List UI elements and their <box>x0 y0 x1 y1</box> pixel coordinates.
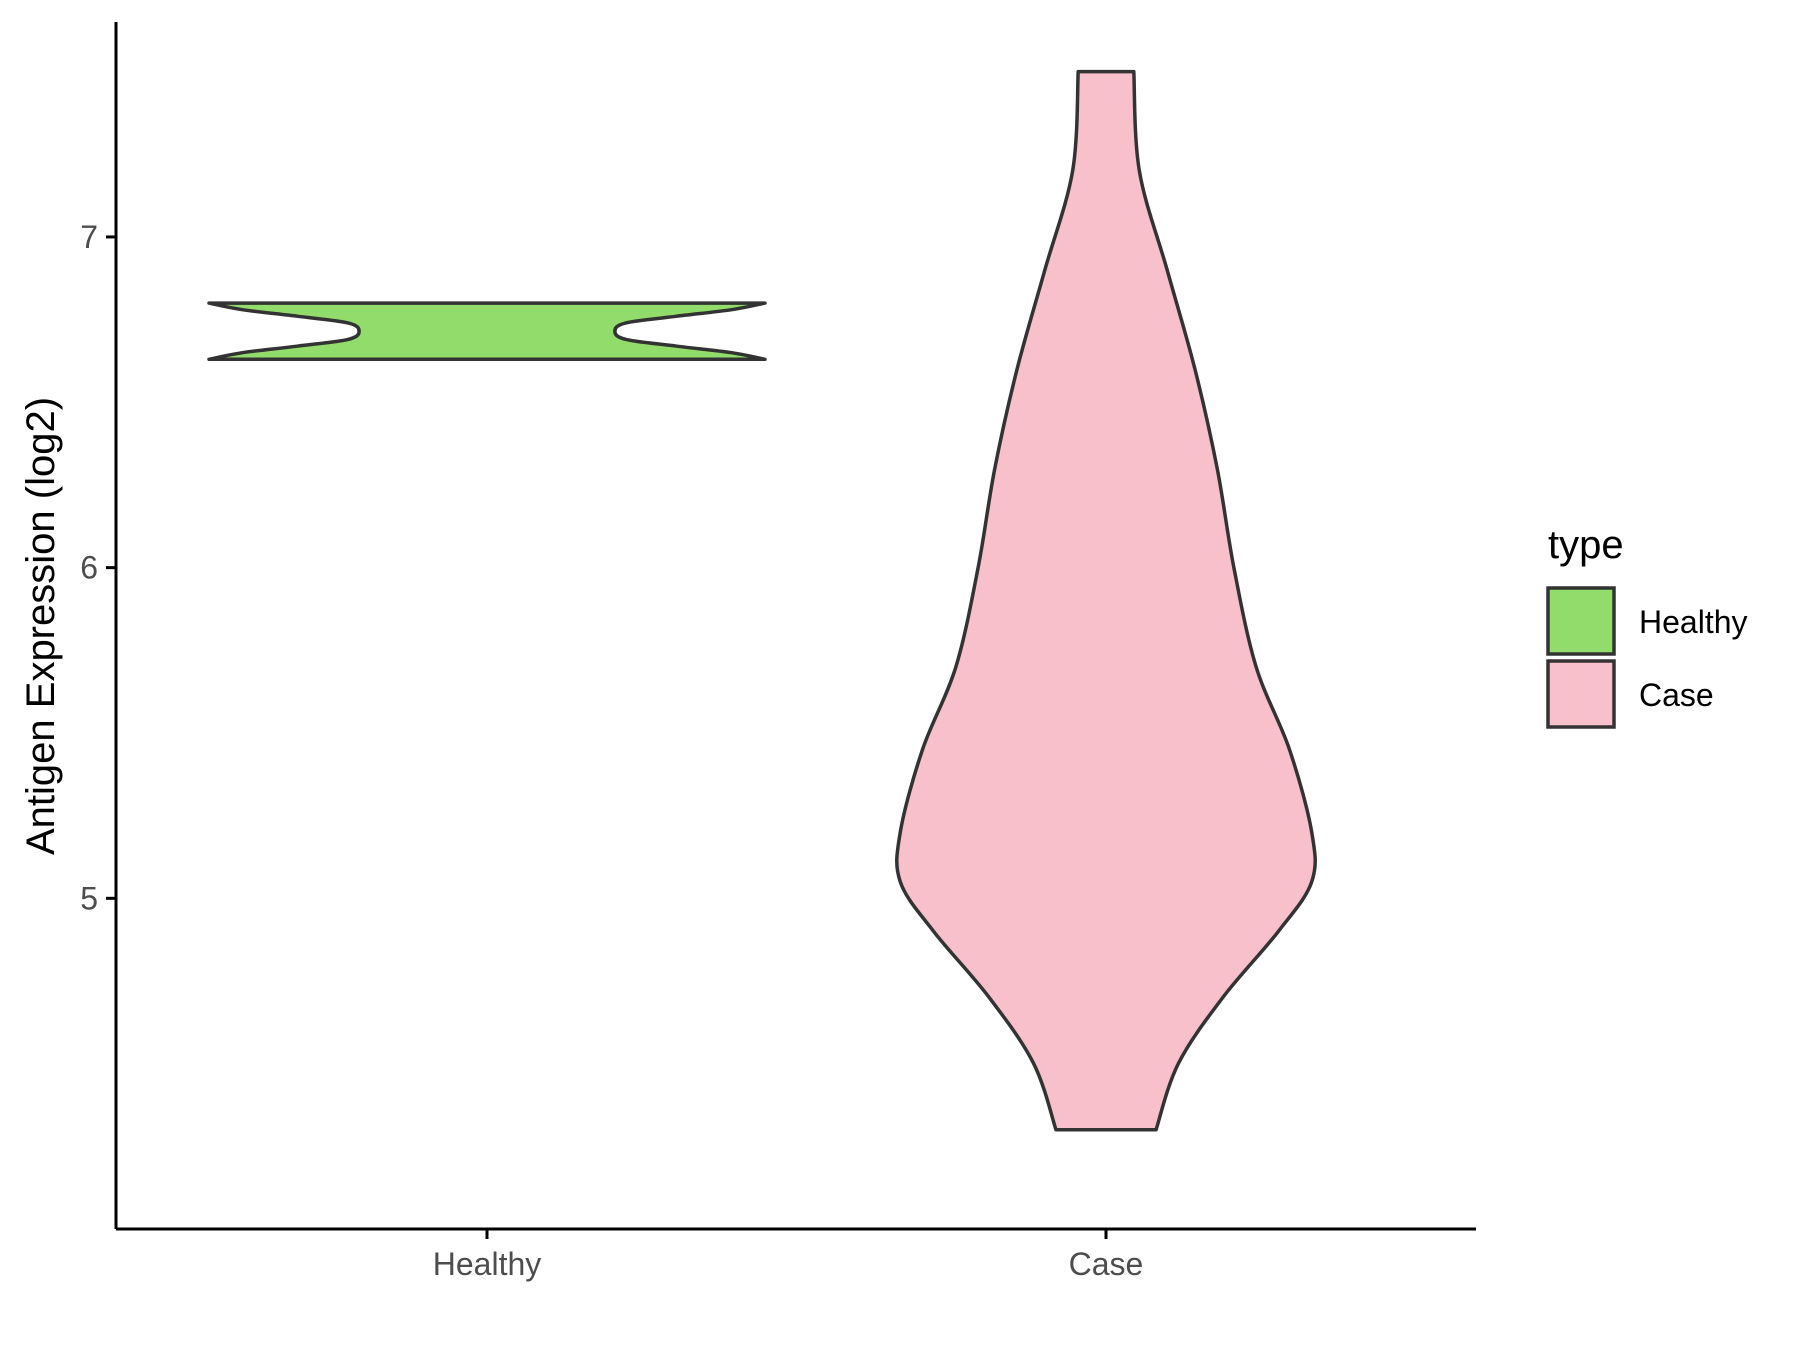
x-tick-label: Healthy <box>433 1246 542 1282</box>
violin-layer <box>207 69 1317 1132</box>
legend-entries: Healthy Case <box>1546 586 1748 729</box>
violin-healthy <box>207 301 767 362</box>
y-tick-label: 7 <box>80 219 98 255</box>
x-ticks: Healthy Case <box>433 1229 1144 1282</box>
legend: type Healthy Case <box>1546 523 1748 729</box>
legend-key-healthy <box>1546 586 1616 656</box>
legend-key-case <box>1546 659 1616 729</box>
x-tick-label: Case <box>1069 1246 1144 1282</box>
legend-title: type <box>1548 523 1624 567</box>
y-ticks: 5 6 7 <box>80 219 116 916</box>
y-axis-title: Antigen Expression (log2) <box>19 397 63 855</box>
legend-label-case: Case <box>1639 677 1714 713</box>
y-tick-label: 5 <box>80 880 98 916</box>
legend-label-healthy: Healthy <box>1639 604 1748 640</box>
violin-case <box>895 69 1317 1132</box>
y-tick-label: 6 <box>80 550 98 586</box>
